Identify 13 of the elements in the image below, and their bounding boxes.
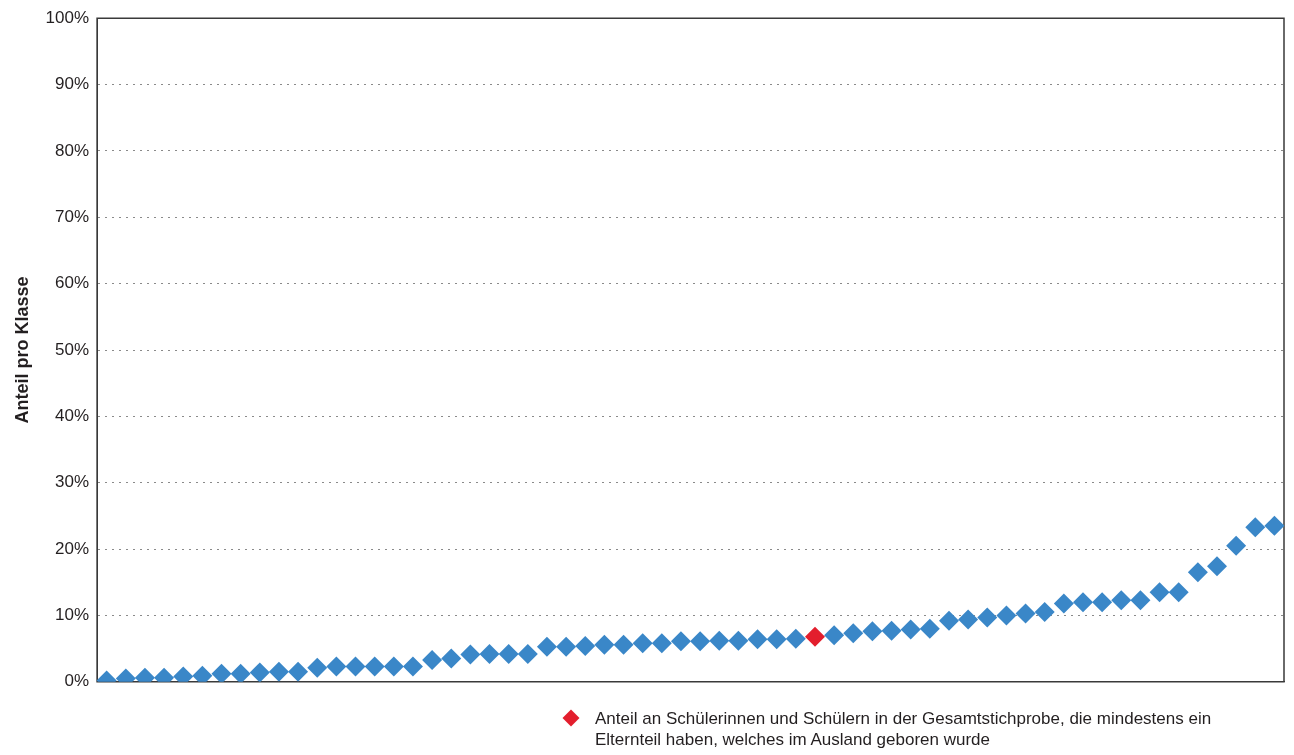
legend-label: Anteil an Schülerinnen und Schülern in der Gesamtstichprobe, die mindestens ein Elternteil haben, welches im Ausland geboren wurde [595, 708, 1213, 750]
y-tick-label: 100% [45, 7, 90, 27]
y-tick-label: 80% [55, 140, 90, 160]
y-axis-title: Anteil pro Klasse [11, 276, 32, 424]
y-tick-label: 90% [55, 74, 90, 94]
y-tick-label: 30% [55, 472, 90, 492]
y-tick-label: 70% [55, 206, 90, 226]
y-tick-label: 0% [64, 671, 90, 691]
y-tick-label: 60% [55, 273, 90, 293]
y-tick-label: 10% [55, 605, 90, 625]
y-tick-label: 20% [55, 538, 90, 558]
y-tick-label: 50% [55, 339, 90, 359]
y-tick-label: 40% [55, 406, 90, 426]
